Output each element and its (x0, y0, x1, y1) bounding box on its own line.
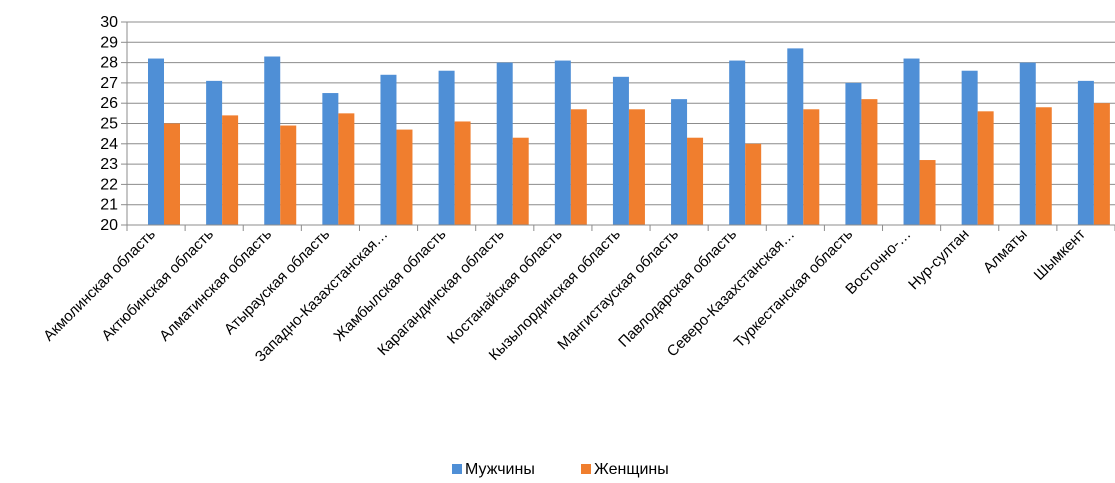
y-tick-label: 24 (100, 136, 118, 153)
y-tick-label: 21 (100, 197, 118, 214)
bar-women (628, 109, 645, 225)
y-axis-ticks: 20 21 22 23 24 25 26 27 28 29 30 (100, 14, 127, 234)
x-tick-label: Алматинская область (156, 226, 275, 345)
bar-men (380, 74, 397, 225)
bar-women (803, 109, 820, 225)
legend-swatch (452, 464, 462, 474)
x-tick-label: Атырауская область (221, 226, 333, 338)
legend-label: Мужчины (465, 461, 535, 478)
x-tick-label: Павлодарская область (615, 226, 740, 351)
x-tick-label: Костанайская область (444, 226, 566, 348)
bar-men (1019, 62, 1036, 225)
legend-swatch (581, 464, 591, 474)
bar-women (745, 143, 762, 225)
y-tick-label: 27 (100, 75, 118, 92)
bar-men (612, 76, 629, 225)
x-tick-label: Нур-султан (905, 226, 972, 293)
bar-men (554, 60, 571, 225)
x-tick-label: Акмолинская область (40, 226, 159, 345)
bar-men (148, 58, 164, 225)
bar-men (845, 82, 862, 226)
y-tick-label: 28 (100, 55, 118, 72)
x-tick-label: Туркестанская область (731, 226, 857, 352)
y-tick-label: 30 (100, 14, 118, 31)
bar-women (512, 137, 529, 225)
bar-men (322, 93, 339, 225)
bar-women (861, 99, 878, 225)
y-tick-label: 29 (100, 34, 118, 51)
bar-women (396, 129, 413, 225)
legend: Мужчины Женщины (452, 461, 669, 478)
y-tick-label: 20 (100, 217, 118, 234)
bar-men (438, 70, 455, 225)
bar-men (496, 62, 513, 225)
y-tick-label: 23 (100, 156, 118, 173)
bar-women (222, 115, 239, 225)
y-tick-label: 26 (100, 95, 118, 112)
bar-men (729, 60, 746, 225)
bar-men (787, 48, 804, 225)
x-tick-label: Актюбинская область (98, 226, 217, 345)
bar-men (903, 58, 920, 225)
bar-women (1035, 107, 1052, 225)
bar-women (164, 123, 180, 225)
y-tick-label: 22 (100, 176, 118, 193)
x-tick-label: Шымкент (1031, 226, 1089, 284)
x-tick-label: Жамбылская область (331, 226, 450, 345)
bar-women (338, 113, 355, 225)
bar-men (671, 99, 688, 225)
bar-men (264, 56, 281, 226)
y-tick-label: 25 (100, 116, 118, 133)
bar-women (1093, 103, 1110, 225)
bar-men (961, 70, 978, 225)
x-tick-label: Алматы (980, 226, 1031, 277)
bar-women (687, 137, 704, 225)
bar-men (206, 80, 223, 226)
bar-women (919, 160, 936, 225)
bar-women (977, 111, 994, 225)
legend-label: Женщины (594, 461, 669, 478)
bars (148, 48, 1110, 226)
bar-men (1077, 80, 1094, 226)
x-tick-label: Мангистауская область (554, 226, 682, 354)
bar-women (280, 125, 297, 225)
bar-women (454, 121, 471, 225)
x-axis (126, 22, 1115, 231)
bar-women (570, 109, 587, 225)
